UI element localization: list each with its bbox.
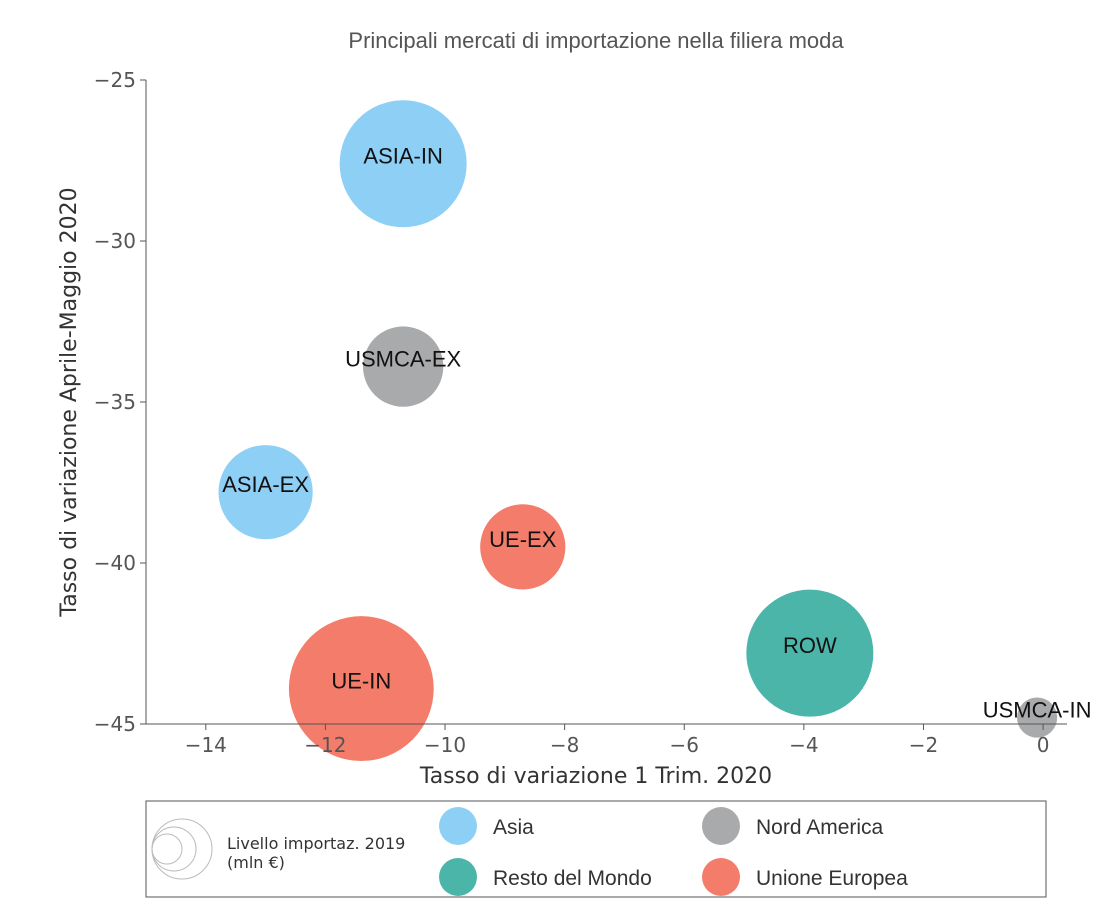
bubble-labels-layer: ASIA-IN USMCA-EX ASIA-EX UE-EX UE-IN ROW USMCA… (222, 144, 1091, 723)
legend: Livello importaz. 2019 (mln €) Asia Nord … (145, 800, 1047, 898)
axes: −14 −12 −10 −8 −6 −4 −2 0 −25 −30 −35 −40 −45 (94, 68, 1067, 757)
size-legend-unit: (mln €) (227, 853, 285, 872)
bubble-label-usmca-ex: USMCA-EX (345, 347, 461, 372)
x-axis-ticks: −14 −12 −10 −8 −6 −4 −2 0 (185, 724, 1050, 757)
bubbles-layer (218, 100, 1058, 761)
legend-label-unione-europea: Unione Europea (756, 867, 908, 890)
x-tick-label: −4 (789, 733, 818, 757)
bubble-label-ue-ex: UE-EX (489, 527, 557, 552)
x-tick-label: −8 (550, 733, 579, 757)
bubble-label-asia-ex: ASIA-EX (222, 472, 309, 497)
y-tick-label: −40 (94, 551, 136, 575)
legend-label-nord-america: Nord America (756, 816, 884, 839)
y-tick-label: −25 (94, 68, 136, 92)
x-tick-label: −10 (424, 733, 466, 757)
legend-swatch-resto-del-mondo (439, 858, 477, 896)
y-axis-title: Tasso di variazione Aprile-Maggio 2020 (57, 187, 82, 617)
size-legend-label: Livello importaz. 2019 (227, 834, 405, 853)
legend-swatch-unione-europea (702, 858, 740, 896)
y-tick-label: −45 (94, 712, 136, 736)
bubble-usmca-in (1017, 697, 1058, 738)
x-tick-label: −6 (670, 733, 699, 757)
x-tick-label: 0 (1037, 733, 1050, 757)
bubble-label-asia-in: ASIA-IN (363, 144, 442, 169)
legend-label-resto-del-mondo: Resto del Mondo (493, 867, 652, 890)
category-legend: Asia Nord America Resto del Mondo Unione Eu… (439, 807, 908, 896)
x-tick-label: −2 (909, 733, 938, 757)
bubble-label-row: ROW (783, 633, 837, 658)
legend-swatch-asia (439, 807, 477, 845)
x-axis-title: Tasso di variazione 1 Trim. 2020 (419, 764, 772, 789)
legend-label-asia: Asia (493, 816, 534, 839)
legend-box (145, 800, 1047, 898)
bubble-asia-in (339, 100, 467, 228)
legend-swatch-nord-america (702, 807, 740, 845)
bubble-asia-ex (218, 445, 313, 540)
size-legend-circle-small (151, 833, 183, 865)
y-tick-label: −30 (94, 229, 136, 253)
bubble-label-usmca-in: USMCA-IN (983, 698, 1092, 723)
bubble-row (746, 589, 874, 717)
size-legend: Livello importaz. 2019 (mln €) (151, 818, 405, 880)
bubble-label-ue-in: UE-IN (331, 669, 391, 694)
chart-title: Principali mercati di importazione nella… (348, 28, 844, 53)
x-tick-label: −12 (304, 733, 346, 757)
x-tick-label: −14 (185, 733, 227, 757)
y-axis-ticks: −25 −30 −35 −40 −45 (94, 68, 146, 736)
bubble-ue-ex (480, 504, 566, 590)
bubble-usmca-ex (363, 326, 444, 407)
y-tick-label: −35 (94, 390, 136, 414)
